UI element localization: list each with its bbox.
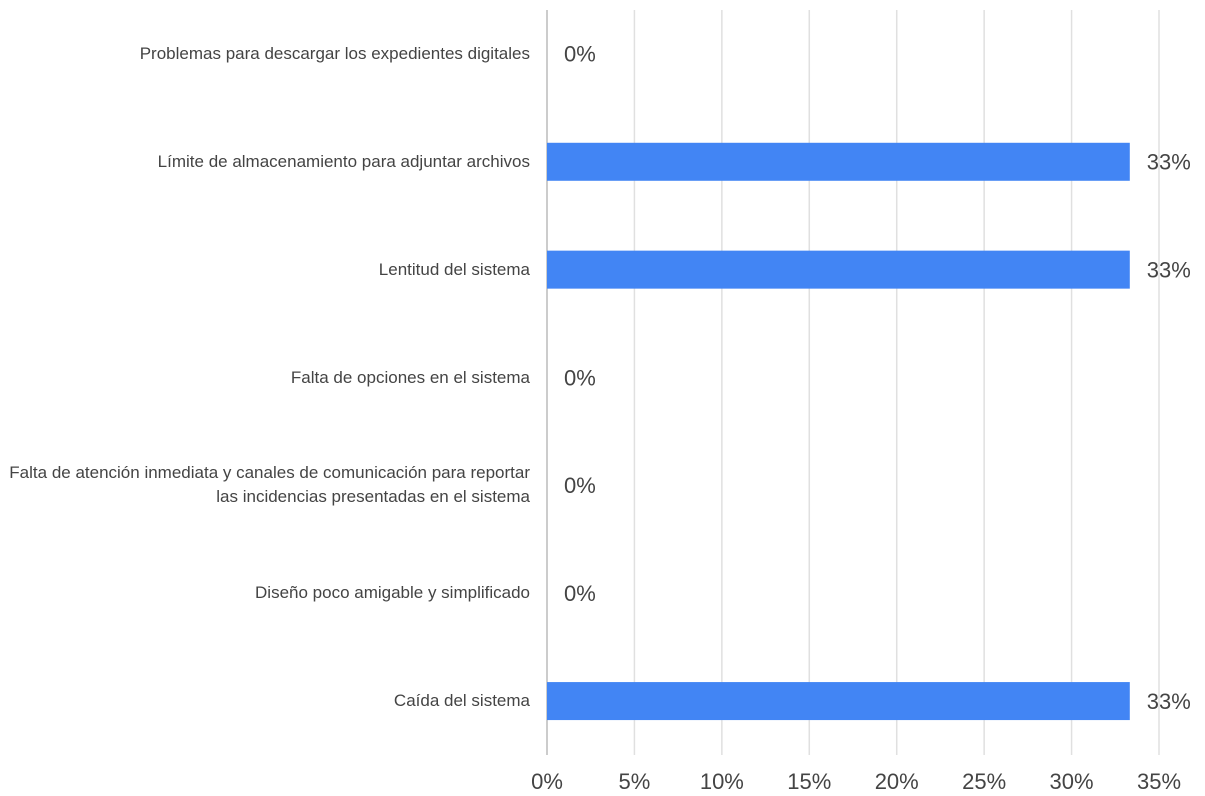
category-label: Límite de almacenamiento para adjuntar a…	[157, 151, 530, 171]
value-label: 0%	[564, 365, 596, 390]
x-tick-label: 30%	[1050, 769, 1094, 794]
x-tick-label: 15%	[787, 769, 831, 794]
bar	[547, 682, 1130, 721]
category-label: Diseño poco amigable y simplificado	[255, 583, 530, 603]
category-label: Problemas para descargar los expedientes…	[139, 43, 530, 63]
bar	[547, 250, 1130, 289]
x-tick-label: 35%	[1137, 769, 1181, 794]
category-label: Falta de opciones en el sistema	[290, 367, 530, 387]
x-tick-label: 0%	[531, 769, 563, 794]
value-label: 33%	[1147, 689, 1191, 714]
value-label: 0%	[564, 42, 596, 67]
value-label: 33%	[1147, 150, 1191, 175]
category-label: Falta de atención inmediata y canales de…	[9, 463, 530, 507]
value-label: 0%	[564, 473, 596, 498]
x-tick-label: 10%	[700, 769, 744, 794]
value-label: 33%	[1147, 257, 1191, 282]
bar	[547, 142, 1130, 181]
category-label: Caída del sistema	[393, 691, 530, 711]
category-label: Lentitud del sistema	[378, 259, 530, 279]
x-tick-label: 20%	[875, 769, 919, 794]
x-tick-label: 25%	[962, 769, 1006, 794]
value-label: 0%	[564, 581, 596, 606]
x-tick-label: 5%	[619, 769, 651, 794]
